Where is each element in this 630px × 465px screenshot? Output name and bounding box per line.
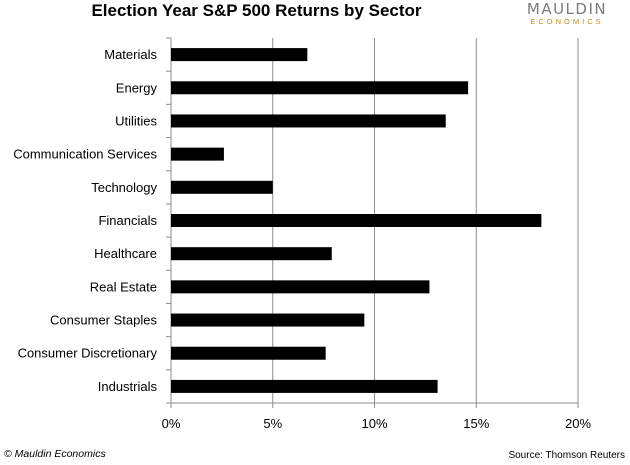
category-label: Industrials	[98, 379, 158, 394]
category-label: Real Estate	[90, 279, 157, 294]
bar-consumer-staples	[171, 313, 365, 327]
bar-energy	[171, 81, 469, 95]
category-label: Consumer Staples	[50, 313, 157, 328]
x-tick-label: 10%	[361, 416, 387, 431]
category-label: Healthcare	[94, 246, 157, 261]
category-label: Technology	[91, 180, 157, 195]
category-label: Energy	[116, 80, 158, 95]
bar-technology	[171, 180, 273, 194]
logo-name: MAULDIN	[526, 0, 608, 18]
category-label: Communication Services	[13, 147, 157, 162]
bar-utilities	[171, 114, 446, 128]
bar-healthcare	[171, 247, 332, 261]
category-label: Consumer Discretionary	[18, 346, 158, 361]
source-note: Source: Thomson Reuters	[508, 450, 625, 461]
bar-consumer-discretionary	[171, 346, 326, 360]
x-tick-label: 5%	[263, 416, 282, 431]
bar-real-estate	[171, 280, 430, 294]
chart-title: Election Year S&P 500 Returns by Sector	[91, 1, 422, 20]
mauldin-economics-logo: MAULDIN ECONOMICS	[514, 2, 620, 26]
bar-financials	[171, 214, 542, 227]
category-label: Utilities	[115, 113, 157, 128]
x-tick-label: 0%	[162, 416, 181, 431]
x-tick-label: 15%	[463, 416, 489, 431]
x-tick-label: 20%	[565, 416, 591, 431]
bar-communication-services	[171, 147, 224, 161]
category-label: Materials	[104, 47, 157, 62]
logo-subtitle: ECONOMICS	[530, 17, 604, 26]
category-label: Financials	[98, 213, 157, 228]
bar-materials	[171, 48, 308, 62]
copyright-notice: © Mauldin Economics	[4, 448, 106, 460]
bar-industrials	[171, 379, 438, 393]
